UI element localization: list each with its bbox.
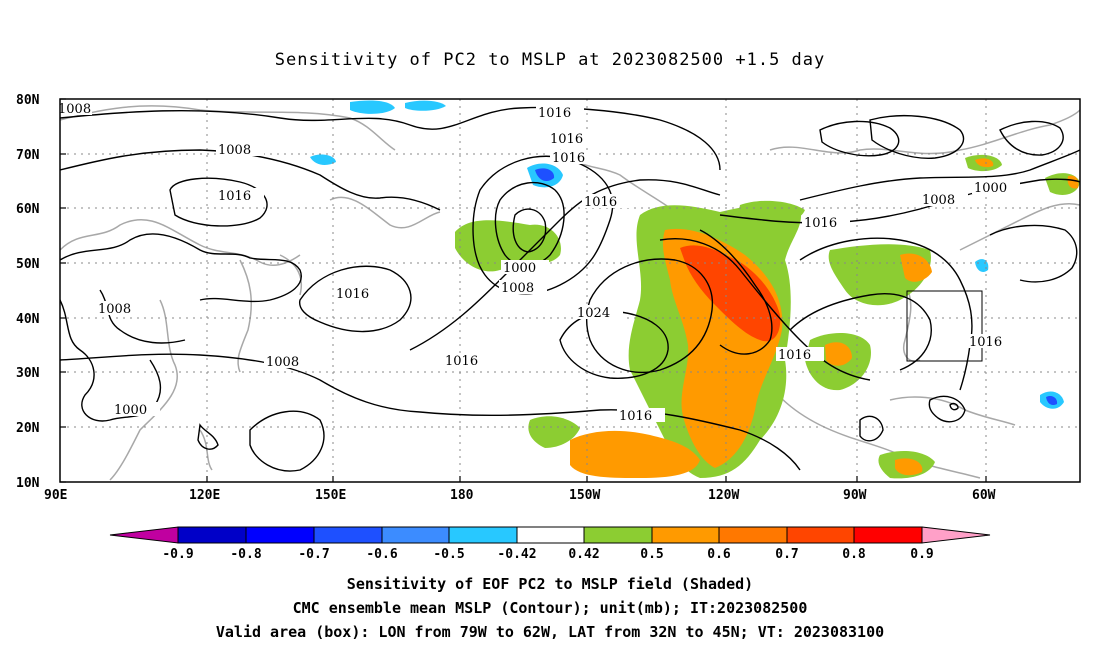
contour-label: 1008 (922, 193, 955, 208)
caption-shading: Sensitivity of EOF PC2 to MSLP field (Sh… (346, 575, 754, 593)
coastlines (60, 105, 1080, 481)
lon-label: 90E (44, 488, 67, 503)
colorbar-cell (853, 526, 923, 544)
lat-label: 60N (16, 202, 40, 217)
contour-label: 1016 (969, 335, 1002, 350)
colorbar-cell (245, 526, 315, 544)
colorbar-label: -0.8 (230, 547, 261, 562)
shade-orange-north-atlantic (1067, 175, 1079, 189)
contour-label: 1016 (778, 348, 811, 363)
tick-marks (60, 98, 987, 483)
caption-valid-area: Valid area (box): LON from 79W to 62W, L… (215, 623, 885, 641)
contour-label: 1016 (538, 106, 571, 121)
colorbar-cell (651, 526, 720, 544)
contour-label: 1008 (218, 143, 251, 158)
contour-label: 1016 (445, 354, 478, 369)
shade-blue-newfoundland (975, 259, 989, 273)
colorbar-cell (448, 526, 518, 544)
shade-green-south-pacific (528, 416, 580, 448)
lon-label: 180 (450, 488, 474, 503)
colorbar-cell (786, 526, 855, 544)
lat-label: 50N (16, 257, 40, 272)
contour-label: 1016 (552, 151, 585, 166)
colorbar-label: -0.9 (162, 547, 193, 562)
colorbar-cell (313, 526, 383, 544)
contour-label-layer: 1008 1008 1016 1008 1008 1000 1016 1016 … (58, 102, 1008, 424)
map-title: Sensitivity of PC2 to MSLP at 2023082500… (274, 50, 826, 70)
latitude-labels: 80N 70N 60N 50N 40N 30N 20N 10N (16, 93, 40, 491)
map-frame (59, 98, 1081, 483)
lat-label: 30N (16, 366, 40, 381)
shade-orange-gulf (825, 342, 852, 366)
colorbar-high-triangle (921, 526, 991, 544)
lat-label: 20N (16, 421, 40, 436)
shade-darkblue-east-atlantic (1046, 395, 1058, 406)
colorbar-label: 0.5 (640, 547, 663, 562)
colorbar-label: 0.9 (910, 547, 933, 562)
colorbar-low-triangle (109, 526, 179, 544)
lat-label: 70N (16, 148, 40, 163)
caption-contour: CMC ensemble mean MSLP (Contour); unit(m… (292, 599, 808, 617)
shade-orange-greenland (975, 158, 994, 168)
lat-label: 40N (16, 312, 40, 327)
colorbar-label: -0.6 (366, 547, 397, 562)
lon-label: 60W (972, 488, 996, 503)
contour-label: 1000 (974, 181, 1007, 196)
colorbar-labels: -0.9 -0.8 -0.7 -0.6 -0.5 -0.42 0.42 0.5 … (162, 547, 933, 562)
colorbar-cell (516, 526, 585, 544)
lon-label: 120E (189, 488, 220, 503)
colorbar-label: -0.7 (298, 547, 329, 562)
colorbar-label: 0.7 (775, 547, 798, 562)
colorbar-cell (177, 526, 247, 544)
sensitivity-shading (310, 100, 1080, 479)
shade-green-central-pacific (455, 220, 561, 272)
contour-label: 1016 (550, 132, 583, 147)
colorbar-cell (718, 526, 788, 544)
contour-label: 1008 (266, 355, 299, 370)
contour-label: 1016 (218, 189, 251, 204)
contour-label: 1016 (804, 216, 837, 231)
colorbar-cell (583, 526, 653, 544)
colorbar-label: 0.6 (707, 547, 731, 562)
lon-label: 150E (315, 488, 346, 503)
shade-orange-caribbean (895, 458, 923, 476)
longitude-labels: 90E 120E 150E 180 150W 120W 90W 60W (44, 488, 996, 503)
shade-darkblue-north-pacific (535, 168, 555, 182)
shade-blue-arctic-1 (350, 100, 395, 114)
contour-label: 1008 (501, 281, 534, 296)
colorbar-label: 0.42 (568, 547, 599, 562)
contour-label: 1000 (503, 261, 536, 276)
contour-label: 1024 (577, 306, 610, 321)
shade-blue-arctic-2 (405, 100, 446, 111)
colorbar-label: 0.8 (842, 547, 866, 562)
lon-label: 120W (708, 488, 739, 503)
contour-label: 1008 (98, 302, 131, 317)
shade-blue-siberia (310, 154, 336, 165)
shade-orange-east-central (900, 253, 932, 282)
lon-label: 90W (843, 488, 867, 503)
lon-label: 150W (569, 488, 600, 503)
shade-orange-subtropical-pacific (570, 430, 700, 478)
contour-label: 1016 (336, 287, 369, 302)
contour-label: 1016 (584, 195, 617, 210)
contour-label: 1008 (58, 102, 91, 117)
shade-red-west-america (680, 245, 781, 342)
contour-label: 1000 (114, 403, 147, 418)
valid-area-box (906, 290, 983, 362)
contour-label: 1016 (619, 409, 652, 424)
colorbar-label: -0.42 (497, 547, 536, 562)
lat-label: 80N (16, 93, 40, 108)
lat-label: 10N (16, 476, 40, 491)
colorbar-label: -0.5 (433, 547, 464, 562)
colorbar (109, 526, 991, 544)
colorbar-cell (381, 526, 450, 544)
shade-green-arctic (739, 200, 805, 224)
